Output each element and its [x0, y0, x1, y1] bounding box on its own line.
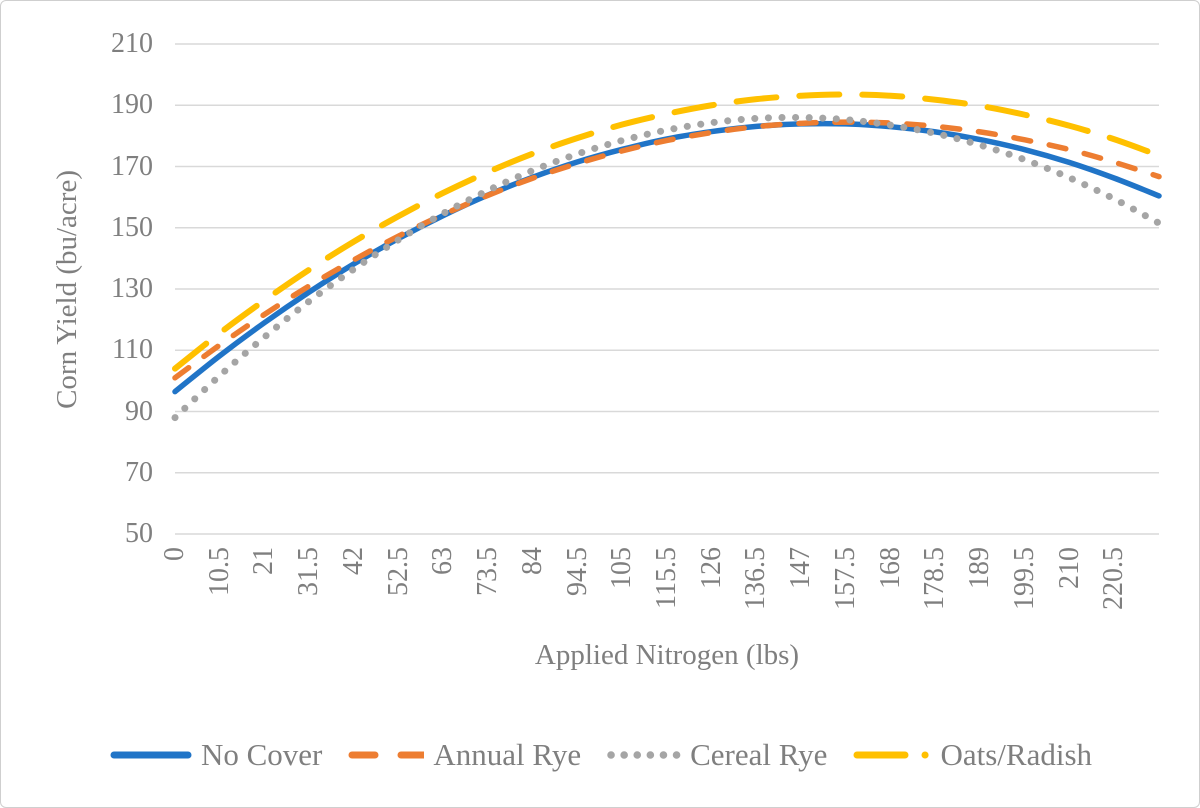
gridlines	[175, 43, 1159, 535]
x-tick-label: 21	[248, 547, 280, 575]
x-tick-label: 0	[159, 547, 190, 561]
x-tick-label: 52.5	[382, 547, 414, 596]
cereal-rye-line-sample-icon	[607, 751, 682, 759]
x-tick-label: 147	[785, 547, 817, 589]
y-tick-label: 170	[111, 150, 153, 182]
y-tick-label: 150	[111, 211, 153, 243]
legend-item-annual-rye: Annual Rye	[348, 737, 581, 773]
plot-canvas	[171, 43, 1163, 535]
legend-item-no-cover: No Cover	[110, 737, 322, 773]
x-tick-label: 84	[516, 547, 548, 575]
x-tick-label: 94.5	[561, 547, 593, 596]
x-tick-label: 42	[337, 547, 369, 575]
x-tick-label: 178.5	[919, 547, 951, 610]
legend-label: No Cover	[200, 737, 323, 772]
x-tick-label: 189	[964, 547, 996, 589]
x-tick-label: 199.5	[1008, 547, 1040, 610]
y-tick-label: 130	[111, 273, 153, 304]
data-series-lines	[171, 91, 1163, 422]
x-tick-label: 63	[427, 547, 459, 575]
y-tick-label: 70	[125, 456, 153, 488]
legend-label: Oats/Radish	[940, 737, 1093, 772]
x-tick-label: 31.5	[293, 547, 325, 596]
y-tick-label: 50	[125, 518, 153, 549]
oats-radish-line-sample-icon	[853, 751, 932, 759]
x-tick-label: 210	[1053, 547, 1085, 589]
series-line-cereal-rye	[171, 113, 1163, 422]
x-tick-label: 115.5	[651, 547, 682, 609]
x-tick-label: 136.5	[740, 547, 772, 610]
x-tick-label: 10.5	[203, 547, 235, 596]
x-tick-label: 73.5	[472, 547, 504, 596]
legend-item-cereal-rye: Cereal Rye	[607, 737, 827, 773]
y-tick-label: 110	[112, 334, 153, 366]
annual-rye-line-sample-icon	[348, 751, 425, 759]
x-axis-title: Applied Nitrogen (lbs)	[534, 639, 800, 671]
no-cover-line-sample-icon	[110, 751, 192, 759]
y-tick-label: 90	[125, 395, 153, 427]
y-tick-label: 210	[111, 28, 153, 59]
legend-item-oats-radish: Oats/Radish	[853, 737, 1092, 773]
series-line-oats-radish	[172, 91, 1162, 372]
legend-label: Cereal Rye	[690, 737, 828, 772]
x-tick-label: 220.5	[1098, 547, 1130, 610]
series-line-no-cover	[172, 120, 1162, 395]
chart-area: 50 70 90 110 130 150 170 190 210 0 10.5 21 31.5 42 52…	[1, 1, 1199, 711]
legend: No Cover Annual Rye Cereal Rye Oats/Radi…	[1, 725, 1199, 785]
y-axis-title: Corn Yield (bu/acre)	[50, 169, 83, 409]
x-tick-label: 157.5	[829, 547, 861, 610]
y-tick-label: 190	[111, 89, 153, 121]
x-tick-label: 168	[874, 547, 906, 589]
series-line-annual-rye	[172, 119, 1162, 381]
x-tick-label: 105	[606, 547, 638, 589]
x-tick-label: 126	[695, 547, 727, 589]
legend-label: Annual Rye	[433, 737, 582, 772]
